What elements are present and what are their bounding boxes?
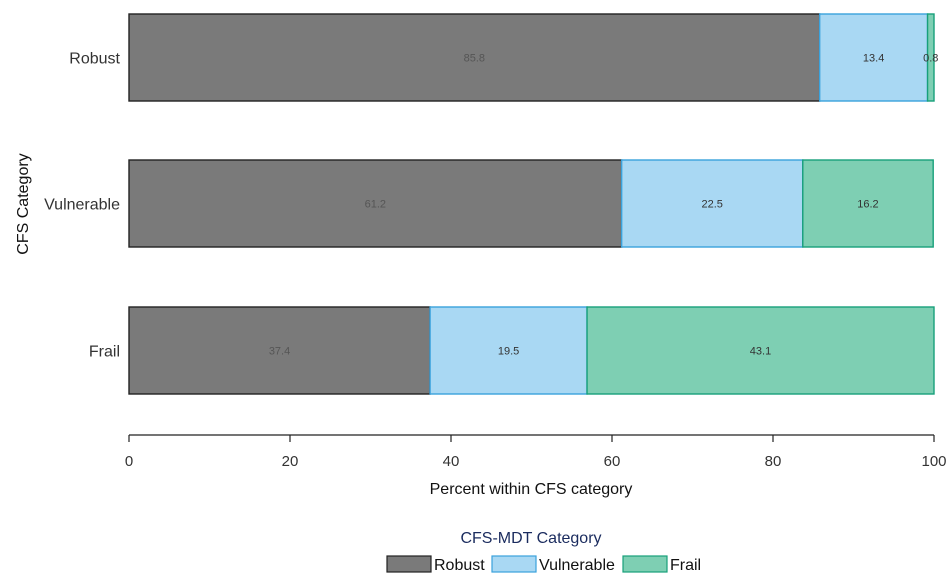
- value-label: 22.5: [702, 199, 723, 211]
- legend-label-vulnerable: Vulnerable: [539, 557, 615, 574]
- legend: Robust Vulnerable Frail: [386, 555, 701, 574]
- value-label: 61.2: [365, 199, 386, 211]
- bar-frail-frail: [586, 306, 935, 395]
- x-tick-label: 80: [765, 453, 782, 470]
- legend-title: CFS-MDT Category: [460, 530, 601, 547]
- y-category-label: Robust: [69, 51, 120, 68]
- value-label: 43.1: [750, 346, 771, 358]
- bar-robust-robust: [128, 13, 821, 102]
- value-label: 0.8: [923, 53, 938, 65]
- x-tick-label: 60: [604, 453, 621, 470]
- bar-robust-frail: [926, 13, 935, 102]
- x-axis-title: Percent within CFS category: [430, 481, 633, 498]
- x-tick-label: 40: [443, 453, 460, 470]
- bar-robust-vulnerable: [818, 13, 929, 102]
- legend-label-frail: Frail: [670, 557, 701, 574]
- value-label: 19.5: [498, 346, 519, 358]
- bar-frail-vulnerable: [429, 306, 588, 395]
- value-label: 13.4: [863, 53, 884, 65]
- y-category-labels: Robust Vulnerable Frail: [44, 51, 120, 361]
- bar-frail-robust: [128, 306, 431, 395]
- legend-swatch-vulnerable: [491, 555, 537, 573]
- x-tick-label: 0: [125, 453, 133, 470]
- bar-vulnerable-frail: [802, 159, 934, 248]
- value-label: 85.8: [464, 53, 485, 65]
- y-category-label: Vulnerable: [44, 197, 120, 214]
- legend-label-robust: Robust: [434, 557, 485, 574]
- value-label: 37.4: [269, 346, 290, 358]
- y-category-label: Frail: [89, 344, 120, 361]
- value-labels-layer: 85.8 13.4 0.8 61.2 22.5 16.2 37.4 19.5 43.1: [269, 53, 939, 358]
- x-tick-label: 20: [282, 453, 299, 470]
- y-axis-title: CFS Category: [15, 153, 32, 254]
- value-label: 16.2: [857, 199, 878, 211]
- bars-layer: [128, 13, 935, 395]
- x-tick-label: 100: [921, 453, 946, 470]
- legend-swatch-robust: [386, 555, 432, 573]
- legend-swatch-frail: [622, 555, 668, 573]
- x-axis: 0 20 40 60 80 100: [125, 434, 947, 470]
